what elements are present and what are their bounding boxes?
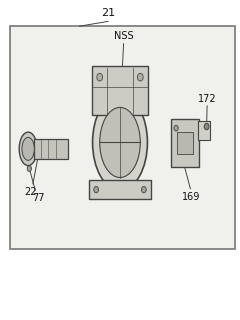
FancyBboxPatch shape	[177, 132, 193, 154]
FancyBboxPatch shape	[92, 66, 148, 115]
Ellipse shape	[100, 108, 140, 178]
Text: 21: 21	[101, 8, 115, 18]
Text: 22: 22	[24, 187, 37, 197]
Ellipse shape	[22, 137, 34, 160]
Ellipse shape	[27, 166, 31, 172]
Ellipse shape	[97, 73, 102, 81]
FancyBboxPatch shape	[34, 139, 68, 159]
Ellipse shape	[204, 123, 209, 130]
FancyBboxPatch shape	[198, 121, 210, 140]
Text: 169: 169	[182, 192, 201, 202]
Text: NSS: NSS	[114, 30, 133, 41]
Ellipse shape	[141, 187, 146, 193]
FancyBboxPatch shape	[171, 119, 199, 167]
Ellipse shape	[94, 187, 99, 193]
Text: 77: 77	[33, 194, 45, 204]
Ellipse shape	[93, 95, 147, 190]
Text: 172: 172	[198, 94, 217, 104]
Ellipse shape	[174, 125, 178, 131]
Bar	[10, 26, 234, 249]
Ellipse shape	[138, 73, 143, 81]
Ellipse shape	[19, 132, 37, 165]
FancyBboxPatch shape	[89, 180, 151, 199]
